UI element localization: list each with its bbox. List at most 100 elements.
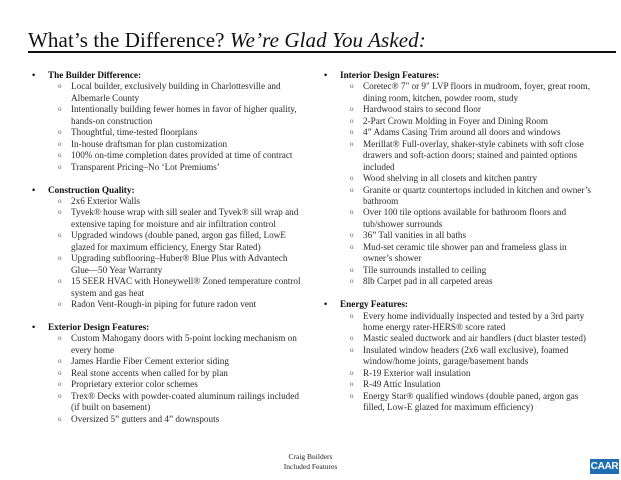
bullet-icon: • (324, 70, 328, 80)
sub-bullet-icon: o (350, 82, 354, 91)
list-item-text: R-49 Attic Insulation (363, 379, 441, 390)
sub-bullet-icon: o (350, 334, 354, 343)
title-italic: We’re Glad You Asked: (229, 28, 426, 52)
list-item: o Granite or quartz countertops included … (322, 185, 593, 208)
list-item-text: Oversized 5” gutters and 4” downspouts (71, 413, 220, 424)
sub-bullet-icon: o (58, 334, 62, 343)
list-item-text: 36” Tall vanities in all baths (363, 230, 467, 241)
sub-bullet-icon: o (350, 277, 354, 286)
section-heading: • The Builder Difference: (30, 70, 310, 81)
footer-subtitle: Included Features (283, 462, 338, 471)
list-item-text: In-house draftsman for plan customizatio… (71, 138, 228, 149)
list-item: o 15 SEER HVAC with Honeywell® Zoned temp… (30, 276, 301, 299)
sub-bullet-icon: o (350, 116, 354, 125)
list-item-text: 15 SEER HVAC with Honeywell® Zoned tempe… (71, 276, 301, 298)
sub-bullet-icon: o (58, 254, 62, 263)
sub-bullet-icon: o (58, 357, 62, 366)
list-item: o Every home individually inspected and t… (322, 311, 593, 334)
title-underline (28, 51, 616, 53)
sub-bullet-icon: o (58, 380, 62, 389)
list-item: o Tile surrounds installed to ceiling (322, 265, 593, 276)
sub-bullet-icon: o (350, 242, 354, 251)
list-item: o Mastic sealed ductwork and air handlers… (322, 333, 593, 344)
list-item: o R-49 Attic Insulation (322, 379, 593, 390)
list-item: o Trex® Decks with powder-coated aluminum… (30, 391, 301, 414)
list-item-text: Merillat® Full-overlay, shaker-style cab… (363, 138, 584, 172)
list-item-text: Local builder, exclusively building in C… (71, 81, 281, 103)
list-item-text: Real stone accents when called for by pl… (71, 367, 228, 378)
list-item-text: Insulated window headers (2x6 wall exclu… (363, 344, 569, 367)
list-item: o Transparent Pricing–No ‘Lot Premiums’ (30, 162, 301, 173)
sub-bullet-icon: o (350, 368, 354, 377)
list-item: o Energy Star® qualified windows (double … (322, 391, 593, 414)
section-heading-text: Exterior Design Features: (48, 321, 150, 332)
feature-section: • Construction Quality: o 2x6 Exterior Wall… (30, 185, 310, 311)
list-item: o James Hardie Fiber Cement exterior sidi… (30, 356, 301, 367)
list-item: o Real stone accents when called for by p… (30, 368, 301, 379)
sub-bullet-icon: o (350, 391, 354, 400)
sub-bullet-icon: o (58, 82, 62, 91)
list-item-text: 100% on-time completion dates provided a… (71, 150, 293, 161)
section-heading-text: Energy Features: (340, 299, 408, 310)
title-main: What’s the Difference? (28, 28, 225, 52)
list-item: o Thoughtful, time-tested floorplans (30, 127, 301, 138)
list-item-text: 8lb Carpet pad in all carpeted areas (363, 276, 493, 287)
sub-bullet-icon: o (350, 311, 354, 320)
sub-bullet-icon: o (58, 139, 62, 148)
feature-section: • Exterior Design Features: o Custom Mahoga… (30, 322, 310, 425)
sub-bullet-icon: o (58, 151, 62, 160)
list-item-text: Wood shelving in all closets and kitchen… (363, 173, 538, 184)
sub-bullet-icon: o (58, 162, 62, 171)
list-item: o Merillat® Full-overlay, shaker-style ca… (322, 139, 593, 173)
list-item: o Coretec® 7" or 9" LVP floors in mudroom… (322, 81, 593, 104)
sub-bullet-icon: o (350, 380, 354, 389)
caar-logo: CAAR (590, 459, 619, 474)
list-item: o 100% on-time completion dates provided … (30, 150, 301, 161)
list-item-text: Transparent Pricing–No ‘Lot Premiums’ (71, 161, 220, 172)
feature-section: • Energy Features: o Every home individuall… (322, 299, 602, 414)
section-heading-text: The Builder Difference: (48, 70, 142, 80)
sub-bullet-icon: o (350, 139, 354, 148)
list-item-text: Every home individually inspected and te… (363, 310, 585, 332)
bullet-icon: • (32, 184, 36, 195)
list-item-text: Hardwood stairs to second floor (363, 104, 481, 115)
list-item: o 2-Part Crown Molding in Foyer and Dinin… (322, 116, 593, 127)
section-heading: • Energy Features: (322, 299, 602, 310)
list-item: o Upgraded windows (double paned, argon g… (30, 230, 301, 253)
list-item-text: 2-Part Crown Molding in Foyer and Dining… (363, 115, 549, 126)
list-item-text: James Hardie Fiber Cement exterior sidin… (71, 356, 229, 367)
list-item-text: Proprietary exterior color schemes (71, 379, 198, 390)
list-item: o Wood shelving in all closets and kitche… (322, 173, 593, 184)
list-item-text: Mastic sealed ductwork and air handlers … (363, 333, 586, 344)
list-item: o Hardwood stairs to second floor (322, 104, 593, 115)
list-item: o Upgrading subflooring–Huber® Blue Plus … (30, 253, 301, 276)
sub-bullet-icon: o (58, 391, 62, 400)
bullet-icon: • (324, 299, 328, 310)
list-item-text: Trex® Decks with powder-coated aluminum … (71, 390, 299, 413)
list-item: o In-house draftsman for plan customizati… (30, 139, 301, 150)
list-item: o Over 100 tile options available for bat… (322, 207, 593, 230)
list-item-text: Thoughtful, time-tested floorplans (71, 127, 198, 138)
section-heading: • Exterior Design Features: (30, 322, 310, 333)
sub-bullet-icon: o (58, 196, 62, 205)
list-item: o Local builder, exclusively building in … (30, 81, 301, 104)
sub-bullet-icon: o (58, 277, 62, 286)
sub-bullet-icon: o (350, 105, 354, 114)
list-item-text: Tyvek® house wrap with sill sealer and T… (71, 207, 299, 229)
list-item-text: Energy Star® qualified windows (double p… (363, 390, 579, 413)
list-item: o Proprietary exterior color schemes (30, 379, 301, 390)
footer-company: Craig Builders (288, 452, 333, 461)
section-heading: • Interior Design Features: (322, 70, 602, 81)
list-item-text: Over 100 tile options available for bath… (363, 207, 567, 229)
list-item: o Tyvek® house wrap with sill sealer and … (30, 207, 301, 230)
feature-section: • The Builder Difference: o Local builder, … (30, 70, 310, 173)
sub-bullet-icon: o (58, 414, 62, 423)
sub-bullet-icon: o (350, 231, 354, 240)
list-item: o 4” Adams Casing Trim around all doors a… (322, 127, 593, 138)
sub-bullet-icon: o (58, 368, 62, 377)
sub-bullet-icon: o (350, 174, 354, 183)
sub-bullet-icon: o (350, 185, 354, 194)
list-item-text: Mud-set ceramic tile shower pan and fram… (363, 241, 567, 264)
left-column: • The Builder Difference: o Local builder, … (30, 70, 310, 436)
list-item-text: Upgraded windows (double paned, argon ga… (71, 230, 286, 252)
